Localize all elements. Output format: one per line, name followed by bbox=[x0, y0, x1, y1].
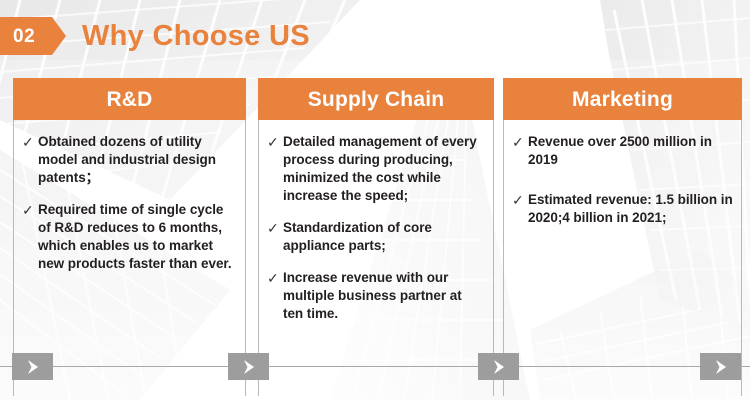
timeline-marker-2[interactable] bbox=[228, 353, 269, 380]
column-marketing-header: Marketing bbox=[503, 78, 742, 120]
list-item: ✓ Obtained dozens of utility model and i… bbox=[22, 133, 237, 187]
check-icon: ✓ bbox=[267, 220, 279, 236]
list-item: ✓ Increase revenue with our multiple bus… bbox=[267, 269, 485, 323]
column-rd-heading-text: R&D bbox=[106, 87, 153, 111]
slide-header: 02 Why Choose US bbox=[0, 17, 310, 55]
column-supply-chain-body: ✓ Detailed management of every process d… bbox=[258, 120, 494, 396]
chevron-right-icon bbox=[243, 359, 254, 374]
column-marketing: Marketing ✓ Revenue over 2500 million in… bbox=[503, 78, 742, 396]
list-item-text: Obtained dozens of utility model and ind… bbox=[38, 134, 216, 185]
list-item-text: Revenue over 2500 million in 2019 bbox=[528, 134, 712, 167]
page-title: Why Choose US bbox=[82, 19, 310, 52]
section-number-badge: 02 bbox=[0, 17, 66, 55]
list-item: ✓ Revenue over 2500 million in 2019 bbox=[512, 133, 733, 169]
check-icon: ✓ bbox=[512, 134, 524, 150]
column-rd-header: R&D bbox=[13, 78, 246, 120]
chevron-right-icon bbox=[27, 359, 38, 374]
list-item-text: Estimated revenue: 1.5 billion in 2020;4… bbox=[528, 192, 733, 225]
list-item: ✓ Required time of single cycle of R&D r… bbox=[22, 201, 237, 273]
timeline-marker-1[interactable] bbox=[12, 353, 53, 380]
section-number-text: 02 bbox=[13, 25, 36, 47]
list-item: ✓ Standardization of core appliance part… bbox=[267, 219, 485, 255]
column-rd: R&D ✓ Obtained dozens of utility model a… bbox=[13, 78, 246, 396]
column-marketing-heading-text: Marketing bbox=[572, 87, 673, 111]
chevron-right-icon bbox=[493, 359, 504, 374]
list-item: ✓ Estimated revenue: 1.5 billion in 2020… bbox=[512, 191, 733, 227]
list-item: ✓ Detailed management of every process d… bbox=[267, 133, 485, 205]
list-item-text: Standardization of core appliance parts; bbox=[283, 220, 432, 253]
column-supply-chain-heading-text: Supply Chain bbox=[307, 87, 445, 111]
check-icon: ✓ bbox=[512, 192, 524, 208]
chevron-right-icon bbox=[715, 359, 726, 374]
check-icon: ✓ bbox=[267, 270, 279, 286]
check-icon: ✓ bbox=[267, 134, 279, 150]
check-icon: ✓ bbox=[22, 134, 34, 150]
column-supply-chain-header: Supply Chain bbox=[258, 78, 494, 120]
list-item-text: Increase revenue with our multiple busin… bbox=[283, 270, 462, 321]
timeline-marker-4[interactable] bbox=[700, 353, 741, 380]
column-supply-chain: Supply Chain ✓ Detailed management of ev… bbox=[258, 78, 494, 396]
list-item-text: Detailed management of every process dur… bbox=[283, 134, 477, 203]
list-item-text: Required time of single cycle of R&D red… bbox=[38, 202, 232, 271]
timeline-marker-3[interactable] bbox=[478, 353, 519, 380]
check-icon: ✓ bbox=[22, 202, 34, 218]
